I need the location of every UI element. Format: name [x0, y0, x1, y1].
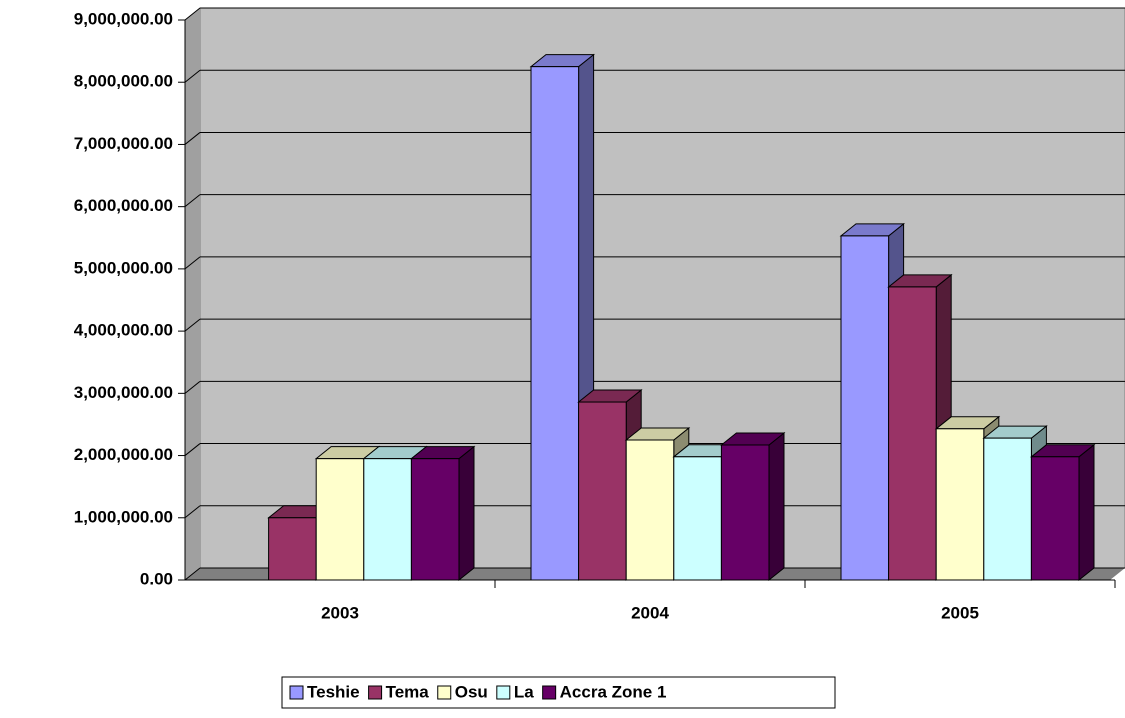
grid-line — [184, 318, 201, 332]
y-tick-label: 6,000,000.00 — [74, 196, 173, 215]
bar-front — [840, 235, 890, 581]
side-wall — [185, 8, 200, 580]
y-tick-label: 7,000,000.00 — [74, 134, 173, 153]
bar-front — [410, 458, 460, 581]
grid-line — [184, 194, 201, 208]
legend — [281, 676, 836, 709]
bar — [1029, 443, 1096, 582]
bar-front — [268, 517, 317, 581]
bar — [719, 431, 786, 582]
legend-swatch — [289, 685, 304, 700]
x-tick-label: 2004 — [631, 603, 669, 622]
legend-label: Tema — [386, 682, 430, 701]
y-tick-label: 5,000,000.00 — [74, 258, 173, 277]
bar-front — [530, 66, 580, 581]
bar — [409, 445, 476, 582]
bars — [267, 53, 1096, 582]
bar-front — [315, 458, 365, 581]
grid-line — [184, 443, 201, 456]
bar-front — [625, 439, 675, 581]
bar-front — [673, 456, 722, 581]
legend-label: Osu — [455, 682, 488, 701]
bar-side — [458, 445, 475, 582]
bar-front — [935, 428, 985, 581]
legend-swatch — [542, 685, 557, 700]
grid-line — [184, 256, 201, 270]
bar-front — [720, 444, 770, 581]
bar-front — [1030, 456, 1080, 581]
legend-label: Teshie — [307, 682, 360, 701]
y-tick-label: 1,000,000.00 — [74, 507, 173, 526]
legend-label: La — [514, 682, 534, 701]
grid-line — [184, 380, 201, 394]
y-tick-label: 4,000,000.00 — [74, 321, 173, 340]
legend-label: Accra Zone 1 — [560, 682, 667, 701]
grid-line — [184, 7, 201, 21]
x-tick-label: 2005 — [941, 603, 979, 622]
bar-front — [363, 458, 412, 581]
bar-side — [1078, 443, 1095, 582]
y-tick-label: 3,000,000.00 — [74, 383, 173, 402]
x-tick-label: 2003 — [321, 603, 359, 622]
legend-swatch — [437, 685, 452, 700]
legend-swatch — [368, 685, 383, 700]
legend-swatch — [496, 685, 511, 700]
grid-line — [184, 69, 201, 83]
bar-front — [888, 286, 937, 581]
y-tick-label: 0.00 — [140, 569, 173, 588]
y-tick-label: 9,000,000.00 — [74, 9, 173, 28]
legend-items: Teshie Tema Osu La Accra Zone 1 — [289, 682, 667, 701]
y-tick-label: 2,000,000.00 — [74, 445, 173, 464]
bar-front — [983, 437, 1032, 581]
bar-side — [768, 431, 785, 582]
y-tick-label: 8,000,000.00 — [74, 72, 173, 91]
grid-line — [184, 132, 201, 145]
grid-line — [184, 567, 201, 581]
grid-line — [184, 505, 201, 519]
bar-front — [578, 401, 627, 581]
